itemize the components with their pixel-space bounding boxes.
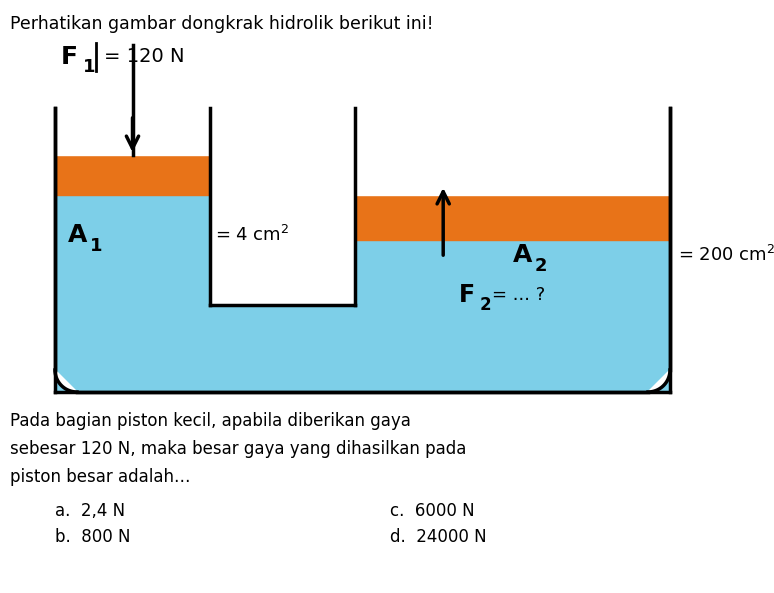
Text: c.  6000 N: c. 6000 N: [390, 502, 474, 520]
Text: sebesar 120 N, maka besar gaya yang dihasilkan pada: sebesar 120 N, maka besar gaya yang diha…: [10, 440, 467, 458]
Polygon shape: [648, 370, 670, 392]
Text: $\mathbf{A}$: $\mathbf{A}$: [67, 223, 88, 247]
Text: = ... ?: = ... ?: [492, 286, 546, 304]
Text: $\mathbf{1}$: $\mathbf{1}$: [89, 237, 102, 255]
Text: Perhatikan gambar dongkrak hidrolik berikut ini!: Perhatikan gambar dongkrak hidrolik beri…: [10, 15, 433, 33]
Text: $\mathbf{1}$: $\mathbf{1}$: [82, 58, 95, 76]
Text: $\mathbf{A}$: $\mathbf{A}$: [512, 243, 534, 267]
Text: d.  24000 N: d. 24000 N: [390, 528, 487, 546]
Polygon shape: [55, 370, 77, 392]
Text: = 4 cm$^{2}$: = 4 cm$^{2}$: [215, 225, 289, 245]
Text: = 120 N: = 120 N: [104, 47, 184, 66]
Text: = 200 cm$^{2}$: = 200 cm$^{2}$: [678, 245, 774, 265]
Text: a.  2,4 N: a. 2,4 N: [55, 502, 125, 520]
Text: $\mathbf{F}$: $\mathbf{F}$: [60, 45, 77, 69]
Text: $\mathbf{2}$: $\mathbf{2}$: [535, 257, 547, 275]
Text: b.  800 N: b. 800 N: [55, 528, 131, 546]
Text: $\mathbf{2}$: $\mathbf{2}$: [479, 296, 491, 314]
Text: Pada bagian piston kecil, apabila diberikan gaya: Pada bagian piston kecil, apabila diberi…: [10, 412, 411, 430]
Text: piston besar adalah…: piston besar adalah…: [10, 468, 190, 486]
Text: $\mathbf{F}$: $\mathbf{F}$: [458, 283, 474, 307]
